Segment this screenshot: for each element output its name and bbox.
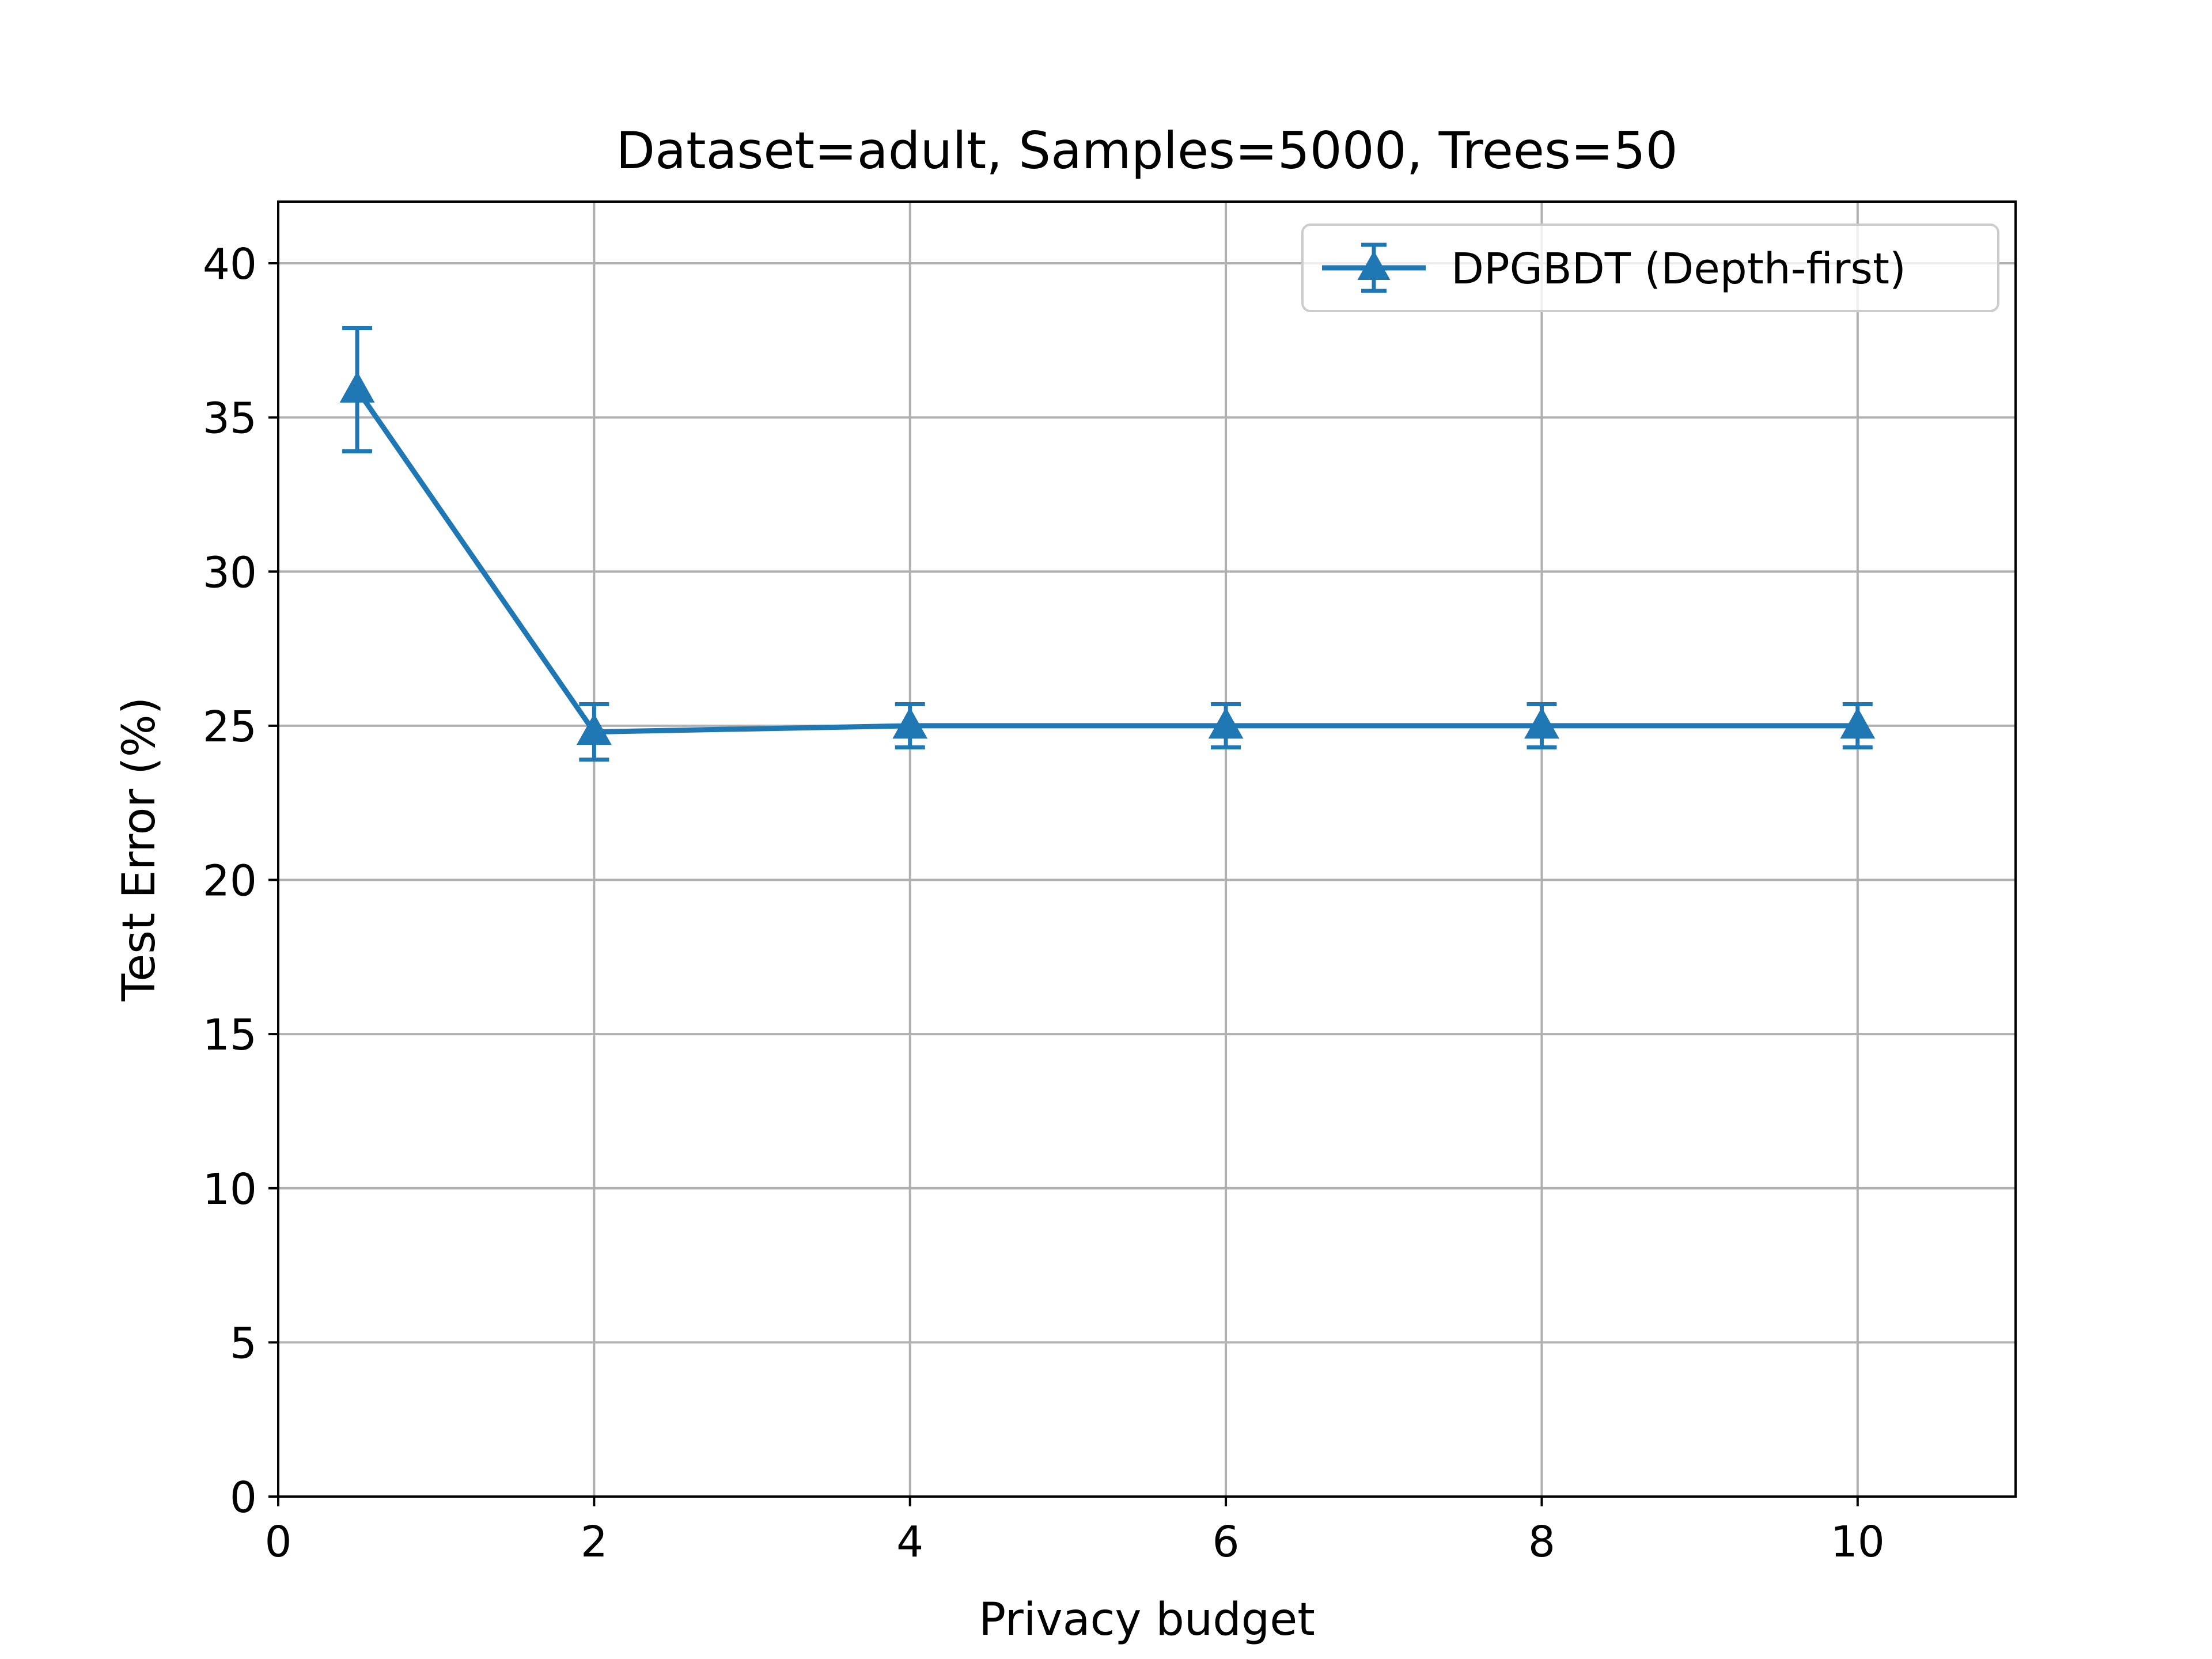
x-tick-label: 6 bbox=[1213, 1517, 1240, 1567]
y-tick-label: 10 bbox=[203, 1165, 257, 1214]
data-point bbox=[339, 371, 375, 403]
y-tick-label: 25 bbox=[203, 702, 257, 752]
chart-title: Dataset=adult, Samples=5000, Trees=50 bbox=[616, 121, 1677, 180]
x-tick-label: 0 bbox=[264, 1517, 291, 1567]
legend-box bbox=[1301, 224, 1999, 312]
y-tick-label: 35 bbox=[203, 394, 257, 444]
y-tick-label: 15 bbox=[203, 1010, 257, 1060]
y-tick-label: 40 bbox=[203, 240, 257, 289]
series-line bbox=[355, 388, 1858, 735]
legend-marker bbox=[1357, 251, 1391, 280]
y-axis-label: Test Error (%) bbox=[113, 697, 165, 1002]
data-point bbox=[576, 713, 612, 745]
x-tick-label: 4 bbox=[896, 1517, 923, 1567]
y-tick-label: 5 bbox=[230, 1319, 257, 1368]
series-layer bbox=[339, 325, 1876, 762]
data-point bbox=[1524, 707, 1559, 739]
x-tick-label: 8 bbox=[1528, 1517, 1555, 1567]
legend: DPGBDT (Depth-first) bbox=[1301, 224, 1999, 312]
x-tick-label: 2 bbox=[581, 1517, 608, 1567]
y-tick-label: 20 bbox=[203, 857, 257, 906]
data-point bbox=[892, 707, 928, 739]
y-tick-label: 0 bbox=[230, 1473, 257, 1522]
plot-frame bbox=[277, 200, 2017, 1498]
series-0 bbox=[339, 325, 1876, 762]
ticks: 0 2 4 6 8 10 0 5 10 15 20 25 30 35 40 bbox=[203, 240, 1885, 1567]
x-tick-label: 10 bbox=[1831, 1517, 1885, 1567]
data-point bbox=[1208, 707, 1244, 739]
grid bbox=[277, 202, 2016, 1498]
legend-label: DPGBDT (Depth-first) bbox=[1451, 244, 1906, 294]
data-point bbox=[1840, 707, 1876, 739]
x-axis-label: Privacy budget bbox=[979, 1594, 1315, 1646]
y-tick-label: 30 bbox=[203, 548, 257, 597]
